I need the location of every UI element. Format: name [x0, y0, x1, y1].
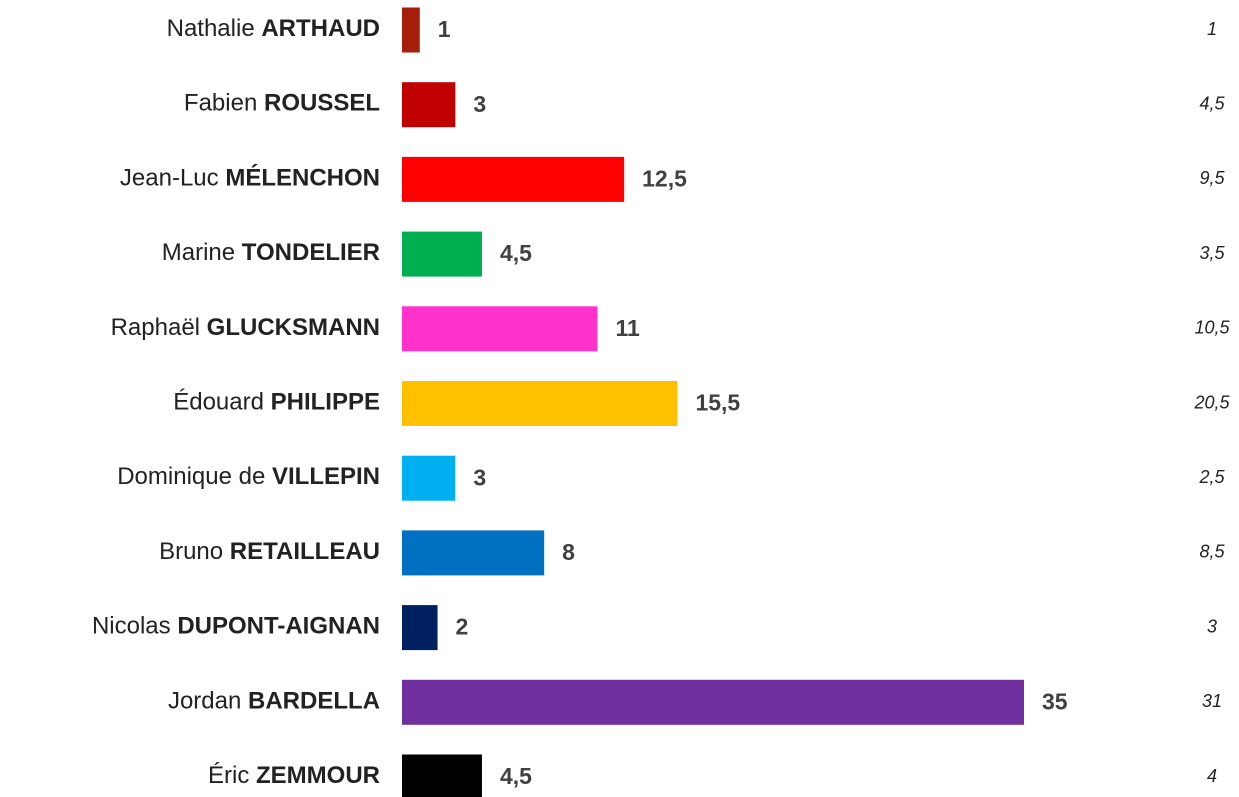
value-label: 4,5: [500, 763, 532, 789]
first-name: Jean-Luc: [120, 165, 219, 192]
last-name: DUPONT-AIGNAN: [177, 613, 380, 640]
first-name: Éric: [208, 762, 249, 789]
comparison-label: 1: [1207, 19, 1217, 39]
last-name: ROUSSEL: [264, 90, 380, 117]
last-name: ARTHAUD: [261, 15, 380, 42]
category-label: Dominique de VILLEPIN: [117, 464, 380, 491]
bar: [402, 605, 438, 651]
first-name: Fabien: [184, 90, 257, 117]
category-label: Nicolas DUPONT-AIGNAN: [92, 613, 380, 640]
bar: [402, 530, 545, 576]
value-label: 3: [473, 464, 486, 490]
category-label: Édouard PHILIPPE: [173, 389, 380, 416]
last-name: ZEMMOUR: [256, 762, 380, 789]
last-name: BARDELLA: [248, 688, 380, 715]
bar: [402, 306, 598, 352]
comparison-label: 2,5: [1198, 467, 1225, 487]
bar: [402, 679, 1024, 725]
first-name: Nicolas: [92, 613, 171, 640]
first-name: Nathalie: [167, 15, 255, 42]
value-label: 3: [473, 91, 486, 117]
bar: [402, 231, 482, 277]
last-name: RETAILLEAU: [230, 538, 380, 565]
comparison-label: 10,5: [1194, 318, 1230, 338]
last-name: MÉLENCHON: [225, 164, 380, 192]
category-label: Fabien ROUSSEL: [184, 90, 380, 117]
value-label: 35: [1042, 688, 1068, 714]
category-label: Marine TONDELIER: [162, 239, 380, 266]
value-label: 11: [615, 315, 640, 341]
comparison-label: 3,5: [1199, 243, 1225, 263]
last-name: PHILIPPE: [271, 389, 380, 416]
value-label: 1: [438, 16, 451, 42]
first-name: Édouard: [173, 389, 264, 416]
bar: [402, 455, 456, 501]
bar: [402, 156, 625, 202]
value-label: 2: [456, 614, 469, 640]
first-name: Raphaël: [111, 314, 200, 341]
bar: [402, 82, 456, 128]
comparison-label: 4: [1207, 766, 1217, 786]
category-label: Jordan BARDELLA: [168, 688, 380, 715]
first-name: Marine: [162, 239, 235, 266]
value-label: 4,5: [500, 240, 532, 266]
comparison-label: 20,5: [1193, 392, 1230, 412]
value-label: 15,5: [695, 390, 740, 416]
comparison-label: 4,5: [1199, 93, 1225, 113]
first-name: Dominique de: [117, 464, 265, 491]
bar: [402, 754, 482, 797]
category-label: Bruno RETAILLEAU: [159, 538, 380, 565]
category-label: Nathalie ARTHAUD: [167, 15, 380, 42]
bar: [402, 381, 678, 426]
comparison-label: 9,5: [1199, 168, 1225, 188]
category-label: Éric ZEMMOUR: [208, 762, 380, 789]
category-label: Jean-Luc MÉLENCHON: [120, 164, 380, 192]
first-name: Bruno: [159, 538, 223, 565]
comparison-label: 3: [1207, 616, 1217, 636]
first-name: Jordan: [168, 688, 241, 715]
value-label: 8: [562, 539, 575, 565]
bar: [402, 7, 420, 53]
comparison-label: 8,5: [1199, 542, 1225, 562]
last-name: TONDELIER: [242, 239, 380, 266]
category-label: Raphaël GLUCKSMANN: [111, 314, 380, 341]
last-name: VILLEPIN: [272, 464, 380, 491]
last-name: GLUCKSMANN: [207, 314, 380, 341]
value-label: 12,5: [642, 165, 687, 191]
comparison-label: 31: [1202, 691, 1222, 711]
